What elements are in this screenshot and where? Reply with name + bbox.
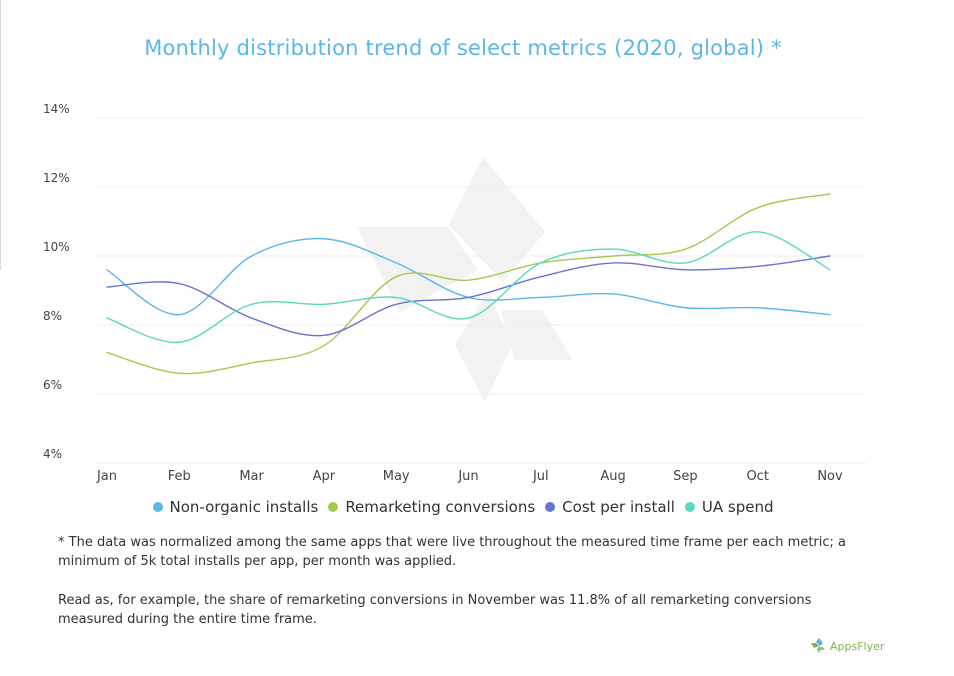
series-line-non-organic-installs — [106, 237, 831, 316]
legend-item-cost-per-install: Cost per install — [545, 498, 675, 516]
legend-item-remarketing-conversions: Remarketing conversions — [328, 498, 535, 516]
legend-label: UA spend — [701, 498, 774, 516]
appsflyer-logo: AppsFlyer — [810, 637, 884, 655]
legend-dot-icon — [684, 502, 695, 512]
legend-label: Non-organic installs — [169, 498, 319, 516]
legend-dot-icon — [328, 502, 339, 512]
y-tick-label: 12% — [43, 171, 70, 185]
y-axis: 14% 12% 10% 8% 6% 4% — [43, 102, 70, 461]
legend-item-non-organic-installs: Non-organic installs — [152, 498, 319, 516]
legend-label: Remarketing conversions — [345, 498, 536, 516]
appsflyer-watermark — [357, 157, 573, 402]
y-tick-label: 10% — [43, 240, 70, 254]
chart-legend: Non-organic installs Remarketing convers… — [0, 498, 926, 516]
legend-dot-icon — [545, 502, 556, 512]
x-axis: Jan Feb Mar Apr May Jun Jul Aug Sep Oct Nov — [96, 469, 843, 484]
x-tick-label: Jul — [532, 469, 549, 484]
legend-item-ua-spend: UA spend — [684, 498, 774, 516]
y-tick-label: 8% — [43, 309, 62, 323]
legend-dot-icon — [152, 502, 163, 512]
x-tick-label: Mar — [239, 469, 264, 484]
y-tick-label: 14% — [43, 102, 70, 116]
legend-label: Cost per install — [562, 498, 675, 516]
x-tick-label: Jan — [96, 469, 117, 484]
x-tick-label: Nov — [817, 469, 843, 484]
x-tick-label: Jun — [457, 469, 478, 484]
x-tick-label: Oct — [746, 469, 768, 484]
chart-title: Monthly distribution trend of select met… — [144, 36, 782, 60]
series-lines — [106, 193, 831, 375]
footnote: * The data was normalized among the same… — [58, 535, 846, 569]
series-line-remarketing-conversions — [106, 193, 831, 375]
appsflyer-logo-icon — [811, 638, 825, 653]
x-tick-label: May — [383, 469, 410, 484]
x-tick-label: Feb — [168, 469, 191, 484]
logo-text: AppsFlyer — [830, 639, 885, 653]
x-tick-label: Apr — [313, 469, 336, 484]
y-tick-label: 6% — [43, 378, 62, 392]
read-as-note: Read as, for example, the share of remar… — [58, 593, 812, 627]
left-border-rule — [0, 0, 1, 270]
x-tick-label: Aug — [600, 469, 625, 484]
series-line-cost-per-install — [106, 255, 831, 337]
gridlines — [95, 117, 866, 464]
series-line-ua-spend — [106, 231, 831, 343]
x-tick-label: Sep — [673, 469, 698, 484]
y-tick-label: 4% — [43, 447, 62, 461]
